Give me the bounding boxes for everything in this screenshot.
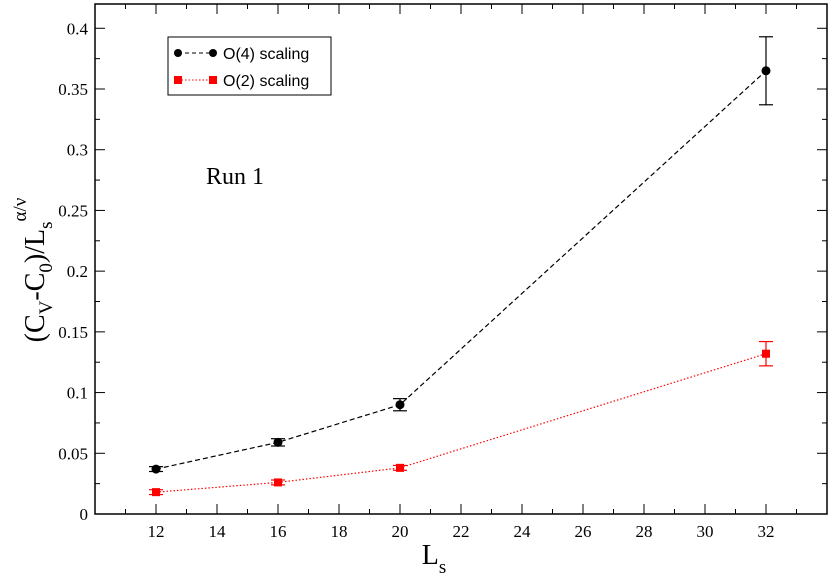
y-label-part1: (C bbox=[20, 314, 51, 342]
x-axis-label-sub: s bbox=[439, 557, 446, 578]
data-point bbox=[273, 437, 283, 447]
legend-marker-o2 bbox=[174, 76, 182, 84]
x-tick-label: 30 bbox=[697, 522, 714, 541]
x-tick-label: 22 bbox=[453, 522, 470, 541]
data-point bbox=[762, 349, 770, 358]
legend-marker-o2-end bbox=[209, 76, 217, 84]
y-tick-label: 0.05 bbox=[58, 444, 88, 463]
y-tick-label: 0.2 bbox=[67, 262, 88, 281]
x-axis: 12 14 16 18 20 22 24 26 28 30 32 bbox=[125, 4, 797, 541]
x-axis-label: Ls bbox=[422, 540, 447, 578]
x-tick-label: 16 bbox=[270, 522, 287, 541]
y-tick-label: 0.25 bbox=[58, 201, 88, 220]
x-tick-label: 26 bbox=[575, 522, 592, 541]
legend-marker-o4-end bbox=[209, 49, 217, 57]
y-label-part3: )/L bbox=[20, 229, 51, 263]
y-tick-label: 0 bbox=[80, 505, 89, 524]
series-layer bbox=[149, 36, 773, 497]
legend-box bbox=[167, 36, 332, 96]
y-label-sub3: s bbox=[36, 221, 57, 228]
y-tick-label: 0.35 bbox=[58, 80, 88, 99]
x-axis-label-main: L bbox=[422, 540, 439, 571]
legend: O(4) scaling O(2) scaling bbox=[167, 36, 332, 96]
x-tick-label: 32 bbox=[758, 522, 775, 541]
legend-label-o2: O(2) scaling bbox=[223, 73, 309, 90]
series-o4 bbox=[149, 36, 773, 474]
data-point bbox=[396, 463, 404, 472]
annotation-run-label: Run 1 bbox=[206, 164, 264, 190]
x-tick-label: 18 bbox=[331, 522, 348, 541]
y-label-sub1: V bbox=[36, 300, 57, 314]
data-point bbox=[395, 400, 405, 410]
y-tick-label: 0.15 bbox=[58, 323, 88, 342]
data-point bbox=[274, 478, 282, 487]
series-line bbox=[155, 353, 767, 493]
series-o2 bbox=[149, 340, 773, 497]
y-axis-label: (CV-C0)/Ls α/ν bbox=[10, 197, 57, 342]
y-tick-label: 0.4 bbox=[67, 19, 89, 38]
x-tick-label: 24 bbox=[514, 522, 532, 541]
y-label-part2: -C bbox=[20, 273, 51, 301]
x-tick-label: 28 bbox=[636, 522, 653, 541]
y-label-sub2: 0 bbox=[36, 263, 57, 273]
legend-marker-o4 bbox=[174, 49, 182, 57]
data-point bbox=[152, 488, 160, 497]
data-point bbox=[761, 66, 771, 76]
x-tick-label: 12 bbox=[148, 522, 165, 541]
y-tick-label: 0.3 bbox=[67, 141, 88, 160]
series-line bbox=[155, 70, 767, 470]
y-axis: 0 0.05 0.1 0.15 0.2 0.25 0.3 0.35 0.4 bbox=[58, 19, 827, 524]
x-tick-label: 14 bbox=[209, 522, 227, 541]
y-label-sup: α/ν bbox=[10, 197, 31, 221]
legend-label-o4: O(4) scaling bbox=[223, 46, 309, 63]
y-tick-label: 0.1 bbox=[67, 384, 88, 403]
data-point bbox=[151, 464, 161, 474]
x-tick-label: 20 bbox=[392, 522, 409, 541]
